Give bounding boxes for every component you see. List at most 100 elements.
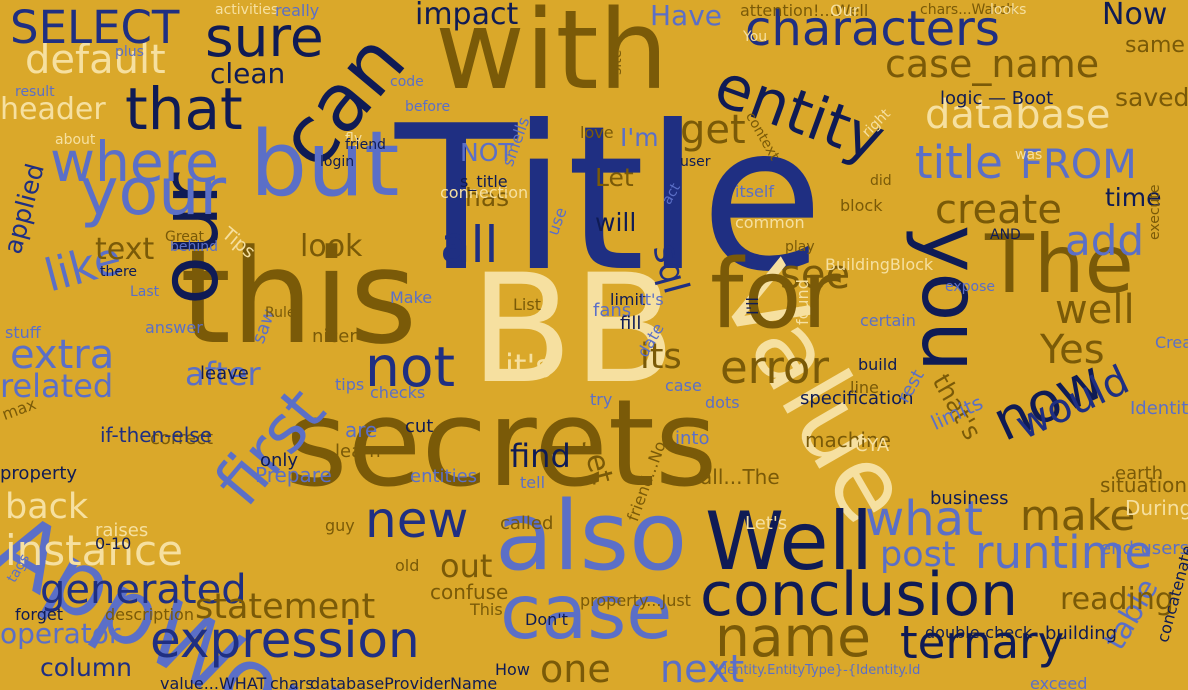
word-case: case [665,376,702,395]
word-answer: answer [145,318,203,337]
word-database: database [925,92,1111,138]
word-for: for [710,240,841,350]
word-our: Our [830,1,860,20]
word-line: line [850,378,879,397]
word-not: NOT [460,138,514,167]
word-sure: sure [205,5,324,69]
word-end-users: end-users [1100,538,1188,559]
word-attention-well: attention!...Well [740,1,869,20]
word-how: How [495,660,530,679]
word-not: not [365,335,456,399]
word-one: one [540,647,611,690]
word-this: this [180,221,418,373]
word-clean: clean [210,57,286,90]
word-create: create [935,187,1062,233]
word-see: see [780,252,851,298]
word-during: During [1125,496,1188,520]
word-entities: entities [410,466,478,487]
word-prepare: Prepare [255,463,332,487]
word-nicer: nicer [312,326,357,347]
word-learn: learn [335,441,381,462]
word-characters: characters [745,1,1000,57]
word-get: get [680,107,746,153]
word-out: out [440,547,493,585]
word-found: found [793,279,812,325]
word-execute: execute [1147,184,1163,240]
word-business: business [930,488,1009,509]
word-machine: machine [805,428,891,452]
word-same: same [1125,33,1185,58]
word-has: has [465,183,510,212]
word-old: old [395,556,420,575]
word-itself: itself [735,182,774,201]
word-find: find [510,437,571,475]
word-new: new [365,491,469,549]
word-cya: CYA [855,435,890,456]
word-don-t: Don't [525,610,568,629]
word-property-just: property...Just [580,591,691,610]
word-code: code [390,74,424,90]
word-look: look [300,229,363,264]
word-plus: plus [115,44,144,60]
word-well: Well [705,495,874,588]
word-you: you [904,225,997,372]
word-next: next [660,647,745,690]
word-all-the: all...The [700,465,780,489]
word-s-title: s_title [460,172,508,191]
word-its: its [640,337,682,377]
word-you: You [743,29,768,45]
word-identity-entitytype-identity-id: Identity.EntityType}-{Identity.Id [715,663,921,678]
word-before: before [405,99,451,115]
word-that: that [125,75,243,143]
word-login: login [320,154,355,170]
word-last: Last [130,284,160,300]
word-runtime: runtime [975,526,1153,579]
word-confuse: confuse [430,580,509,604]
word-well: well [1055,287,1135,333]
word-about: about [55,132,96,148]
word-rule: Rule [265,305,296,321]
word-create: Create [1155,333,1188,352]
word-after: after [185,355,261,393]
word-expose: expose [945,279,996,295]
word-behind: behind [170,239,219,255]
word-only: only [260,450,299,471]
word-correct: correct [150,428,214,449]
word-specification: specification [800,388,914,409]
word-chars: chars [270,674,314,690]
word-extra: extra [10,332,115,378]
word-applied: applied [0,160,50,257]
word-case-name: case_name [885,42,1100,86]
word-also: also [495,482,688,592]
word-love: love [580,123,614,142]
word-expression: expression [150,611,420,669]
word-conclusion: conclusion [700,560,1019,630]
word-cut: cut [405,416,434,437]
word-i-m: I'm [620,123,659,152]
word-make: Make [390,288,433,307]
word-all: all [440,216,499,274]
word-time: time [1105,183,1162,212]
word-user: user [680,154,711,170]
word-if-then-else: if-then-else [100,423,213,447]
word-building: building [1045,623,1118,644]
word-with: with [435,0,669,114]
word-what: what [865,491,983,547]
word-into: into [675,428,710,449]
word-related: related [0,367,114,405]
word-from: FROM [1020,142,1137,188]
word-let-s: Let's [745,513,788,534]
word-description: description [105,605,194,624]
word-title: title [915,136,1003,189]
word-exceed: exceed [1030,674,1088,690]
word-certain: certain [860,311,916,330]
word-case: case [500,568,673,656]
word-the: The [985,218,1134,311]
word-this: This [470,600,503,619]
word-was: was [1015,147,1043,163]
word-block: block [840,196,883,215]
word-situation: situation [1100,473,1188,497]
word-tips: tips [335,375,365,394]
word-0-10: 0-10 [95,534,132,553]
word-back: back [5,487,89,527]
